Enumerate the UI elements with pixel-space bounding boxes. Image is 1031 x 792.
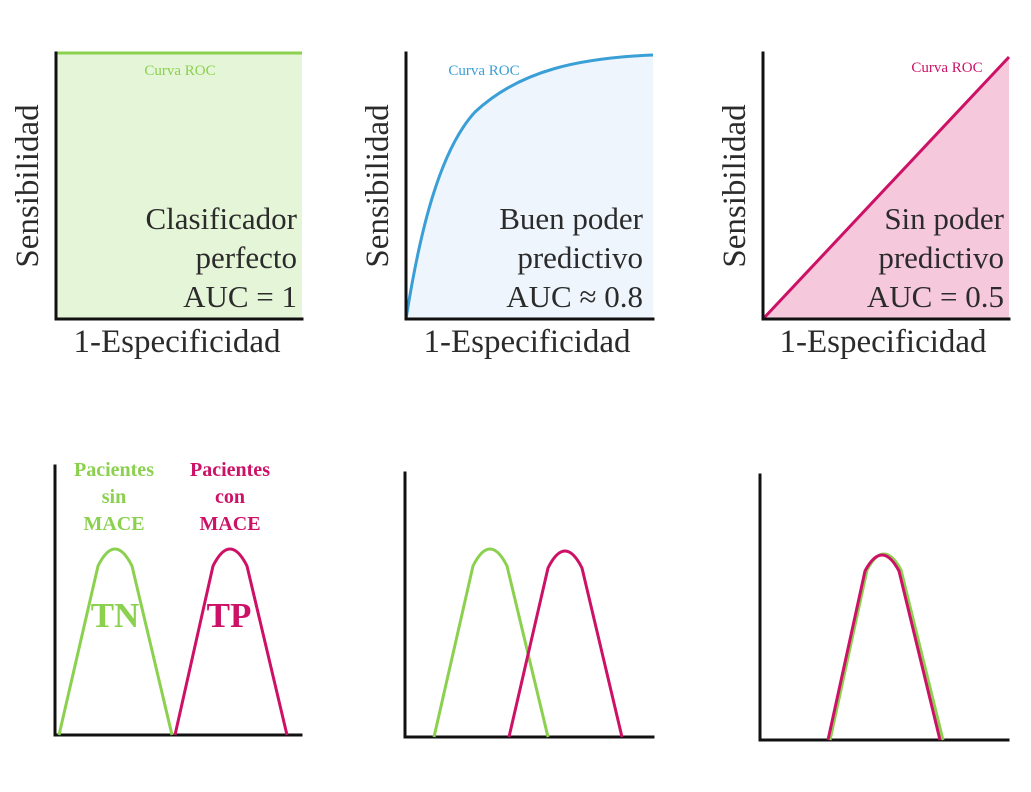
x-axis-label: 1-Especificidad: [779, 324, 987, 360]
without-mace-label-line-2: sin: [102, 486, 126, 508]
distribution-with-mace: [826, 553, 942, 741]
roc-panel-random: Curva ROC Sensibilidad 1-Especificidad S…: [717, 51, 1011, 360]
roc-axes-perfect: [54, 51, 304, 321]
roc-curve-random: [761, 55, 1011, 321]
y-axis-label: Sensibilidad: [10, 104, 46, 268]
panel-title-line-2: predictivo: [878, 240, 1004, 275]
distribution-with-mace: [507, 549, 624, 738]
roc-curve-label: Curva ROC: [448, 63, 519, 79]
panel-title-line-1: Buen poder: [499, 201, 643, 236]
roc-axes-good: [404, 51, 655, 321]
distribution-without-mace: [432, 547, 550, 738]
roc-curve-label: Curva ROC: [144, 63, 215, 79]
with-mace-label-line-3: MACE: [199, 513, 260, 535]
auc-value: AUC = 1: [183, 279, 297, 314]
roc-curve-good: [404, 53, 654, 320]
auc-value: AUC = 0.5: [867, 279, 1004, 314]
roc-area-fill-perfect: [56, 53, 302, 319]
panel-title-line-1: Clasificador: [145, 201, 297, 236]
panel-title-line-2: predictivo: [517, 240, 643, 275]
with-mace-label-line-1: Pacientes: [190, 459, 270, 481]
without-mace-label-line-3: MACE: [83, 513, 144, 535]
tn-label: TN: [91, 596, 140, 635]
without-mace-label-line-1: Pacientes: [74, 459, 154, 481]
x-axis-label: 1-Especificidad: [73, 324, 281, 360]
y-axis-label: Sensibilidad: [360, 104, 396, 268]
panel-title-line-1: Sin poder: [884, 201, 1004, 236]
distribution-without-mace: [57, 547, 174, 736]
roc-panel-perfect: Curva ROC Sensibilidad 1-Especificidad C…: [10, 51, 304, 360]
roc-curve-label: Curva ROC: [911, 60, 982, 76]
roc-axes-random: [761, 51, 1011, 321]
x-axis-label: 1-Especificidad: [423, 324, 631, 360]
distribution-panel-identical: [758, 473, 1010, 742]
distribution-axes: [758, 473, 1010, 742]
auc-value: AUC ≈ 0.8: [506, 279, 643, 314]
distribution-panel-overlap: [403, 471, 655, 739]
distribution-panel-separated: Pacientes sin MACE Pacientes con MACE TN…: [53, 459, 303, 737]
tp-label: TP: [207, 596, 252, 635]
with-mace-label-line-2: con: [215, 486, 245, 508]
panel-title-line-2: perfecto: [195, 240, 297, 275]
distribution-axes: [403, 471, 655, 739]
roc-panel-good: Curva ROC Sensibilidad 1-Especificidad B…: [360, 51, 655, 360]
distribution-with-mace: [173, 547, 289, 736]
distribution-axes: [53, 464, 303, 737]
y-axis-label: Sensibilidad: [717, 104, 753, 268]
